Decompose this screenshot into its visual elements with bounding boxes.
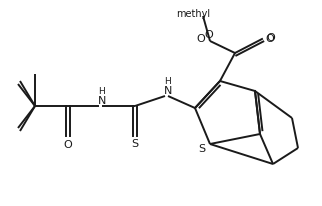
- Text: O: O: [266, 34, 274, 44]
- Text: N: N: [164, 86, 172, 96]
- Text: methyl: methyl: [176, 9, 210, 19]
- Text: O: O: [267, 33, 275, 43]
- Text: H: H: [165, 77, 171, 87]
- Text: S: S: [131, 139, 138, 149]
- Text: N: N: [98, 96, 106, 106]
- Text: O: O: [204, 30, 213, 40]
- Text: O: O: [64, 140, 72, 150]
- Text: H: H: [99, 88, 105, 96]
- Text: S: S: [198, 144, 205, 154]
- Text: O: O: [197, 34, 205, 44]
